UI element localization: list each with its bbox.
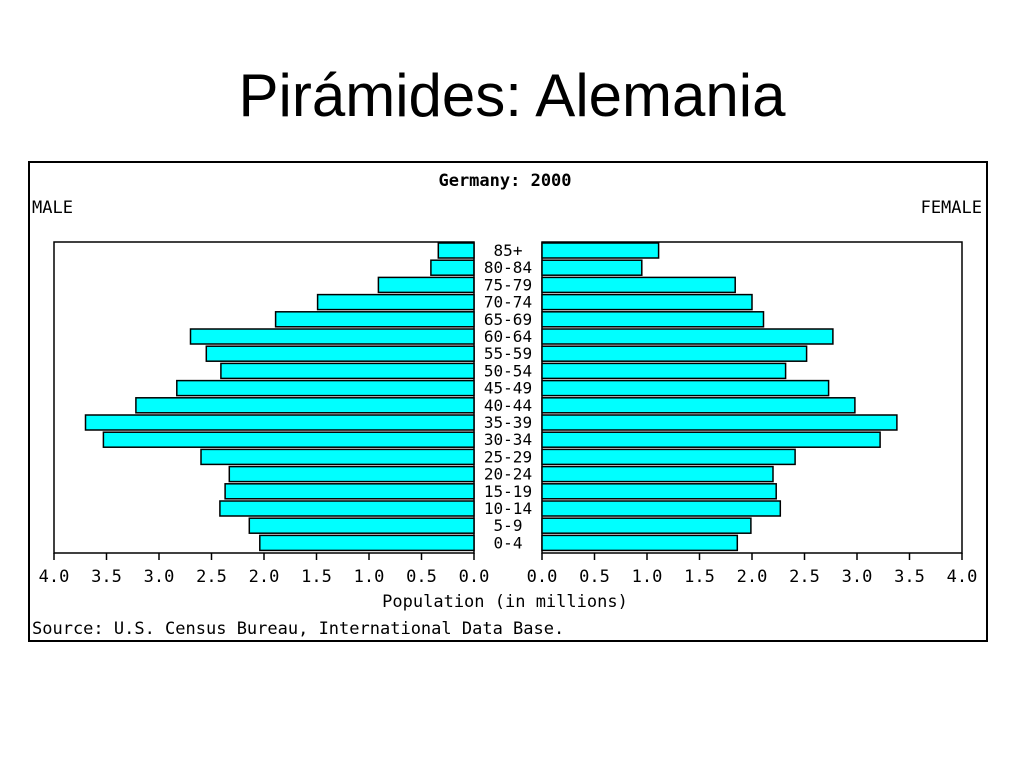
source-note: Source: U.S. Census Bureau, Internationa…	[32, 619, 564, 639]
female-bar-5-9	[541, 517, 752, 534]
male-bar-70-74	[316, 293, 475, 311]
age-label: 30-34	[484, 430, 532, 449]
female-tick-label: 3.0	[842, 567, 873, 587]
male-tick-label: 2.0	[249, 567, 280, 587]
male-tick-label: 0.5	[406, 567, 437, 587]
male-bar-50-54	[220, 362, 475, 380]
female-bar-35-39	[541, 414, 898, 431]
age-label: 60-64	[484, 327, 532, 346]
female-bar-55-59	[541, 345, 808, 362]
female-bar-45-49	[541, 379, 830, 397]
age-label: 75-79	[484, 275, 532, 294]
male-bar-40-44	[135, 397, 475, 414]
male-bar-20-24	[228, 465, 475, 483]
female-label: FEMALE	[921, 198, 982, 218]
female-tick-label: 2.5	[789, 567, 820, 587]
male-bar-65-69	[274, 311, 475, 328]
male-bar-55-59	[205, 345, 475, 362]
age-label: 85+	[494, 241, 523, 260]
age-label: 40-44	[484, 396, 532, 415]
age-label: 25-29	[484, 447, 532, 466]
male-bar-10-14	[219, 500, 475, 517]
male-bar-75-79	[377, 276, 475, 294]
female-tick-label: 0.5	[579, 567, 610, 587]
male-axis-ticks: 0.0 0.5 1.0 1.5 2.0 2.5 3.0 3.5 4.0	[39, 553, 490, 587]
age-label: 65-69	[484, 310, 532, 329]
male-bars	[84, 242, 475, 552]
female-bar-60-64	[541, 328, 834, 345]
female-bar-0-4	[541, 534, 739, 552]
male-bar-85+	[437, 242, 475, 259]
male-tick-label: 4.0	[39, 567, 70, 587]
female-bars	[541, 242, 898, 552]
male-label: MALE	[32, 198, 73, 218]
slide-title: Pirámides: Alemania	[238, 62, 786, 129]
age-label: 5-9	[494, 516, 523, 535]
age-label: 35-39	[484, 413, 532, 432]
female-bar-75-79	[541, 276, 736, 294]
male-bar-45-49	[176, 379, 475, 397]
male-bar-35-39	[84, 414, 475, 431]
female-bar-65-69	[541, 311, 765, 328]
female-tick-label: 4.0	[947, 567, 978, 587]
male-bar-5-9	[248, 517, 475, 534]
female-tick-label: 0.0	[527, 567, 558, 587]
male-tick-label: 2.5	[196, 567, 227, 587]
male-tick-label: 1.5	[301, 567, 332, 587]
age-label: 55-59	[484, 344, 532, 363]
female-bar-25-29	[541, 448, 796, 466]
male-bar-30-34	[102, 431, 475, 448]
female-bar-30-34	[541, 431, 881, 448]
age-label: 50-54	[484, 361, 532, 380]
age-label: 0-4	[494, 533, 523, 552]
female-bar-20-24	[541, 465, 774, 483]
age-label: 15-19	[484, 482, 532, 501]
male-tick-label: 0.0	[459, 567, 490, 587]
female-axis-ticks: 0.0 0.5 1.0 1.5 2.0 2.5 3.0 3.5 4.0	[527, 553, 978, 587]
x-axis-label: Population (in millions)	[382, 592, 628, 612]
female-bar-70-74	[541, 293, 753, 311]
age-label: 80-84	[484, 258, 532, 277]
male-bar-60-64	[189, 328, 475, 345]
male-bar-0-4	[259, 534, 475, 552]
female-bar-15-19	[541, 483, 777, 500]
male-bar-80-84	[430, 259, 475, 276]
female-tick-label: 1.5	[684, 567, 715, 587]
female-bar-50-54	[541, 362, 787, 380]
age-labels: 85+80-8475-7970-7465-6960-6455-5950-5445…	[484, 241, 532, 552]
male-tick-label: 1.0	[354, 567, 385, 587]
female-tick-label: 1.0	[632, 567, 663, 587]
age-label: 20-24	[484, 465, 532, 484]
chart-title: Germany: 2000	[438, 171, 571, 191]
female-bar-80-84	[541, 259, 643, 276]
female-tick-label: 3.5	[894, 567, 925, 587]
female-tick-label: 2.0	[737, 567, 768, 587]
age-label: 10-14	[484, 499, 532, 518]
female-bar-85+	[541, 242, 660, 259]
male-bar-25-29	[200, 448, 475, 466]
female-bar-40-44	[541, 397, 856, 414]
male-bar-15-19	[224, 483, 475, 500]
male-tick-label: 3.0	[144, 567, 175, 587]
female-bar-10-14	[541, 500, 782, 517]
age-label: 45-49	[484, 379, 532, 398]
male-tick-label: 3.5	[91, 567, 122, 587]
age-label: 70-74	[484, 293, 532, 312]
